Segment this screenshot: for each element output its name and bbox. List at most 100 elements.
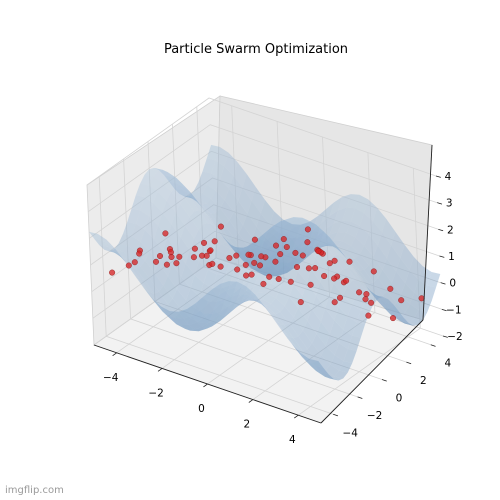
surface-patch <box>242 240 256 252</box>
z-tick-label: 2 <box>447 224 454 236</box>
surface-patch <box>303 224 318 232</box>
surface-patch <box>405 270 419 293</box>
surface-patch <box>400 312 415 323</box>
surface-patch <box>247 200 261 227</box>
surface-patch <box>172 289 187 310</box>
surface-patch <box>236 249 250 261</box>
surface-patch <box>320 308 335 334</box>
surface-patch <box>325 232 340 250</box>
surface-patch <box>229 212 243 234</box>
surface-patch <box>118 233 132 246</box>
surface-patch <box>180 225 195 251</box>
surface-patch <box>330 237 345 256</box>
z-tick <box>435 175 441 178</box>
surface-patch <box>289 217 303 220</box>
surface-patch <box>280 276 294 297</box>
surface-patch <box>176 237 190 264</box>
surface-patch <box>348 261 363 282</box>
y-tick <box>406 361 412 365</box>
surface-patch <box>387 307 401 318</box>
surface-patch <box>186 288 200 309</box>
surface-patch <box>89 231 103 241</box>
z-tick-label: 4 <box>445 171 452 183</box>
surface-patch <box>256 299 271 313</box>
surface-patch <box>158 212 172 238</box>
particle-point <box>191 245 198 252</box>
surface-patch <box>347 304 361 323</box>
surface-patch <box>282 331 297 351</box>
surface-patch <box>154 263 168 286</box>
surface-patch <box>232 301 246 309</box>
surface-patch <box>337 241 351 251</box>
surface-patch <box>396 317 410 324</box>
surface-patch <box>339 361 353 373</box>
x-tick <box>203 383 208 388</box>
surface-patch <box>311 295 326 322</box>
surface-patch <box>351 279 366 291</box>
surface-patch <box>154 167 168 173</box>
surface-patch <box>324 241 339 257</box>
z-tick <box>438 228 444 232</box>
surface-patch <box>104 249 118 254</box>
surface-patch <box>319 243 334 262</box>
surface-patch <box>364 234 378 257</box>
surface-patch <box>342 207 356 222</box>
surface-patch <box>297 349 312 364</box>
surface-patch <box>233 248 248 263</box>
surface-patch <box>115 249 130 268</box>
surface-patch <box>228 300 242 314</box>
particle-point <box>243 272 250 279</box>
surface-patch <box>167 316 182 326</box>
surface-patch <box>367 288 382 306</box>
particle-point <box>326 260 333 267</box>
surface-patch <box>215 208 230 225</box>
surface-patch <box>409 256 423 280</box>
surface-patch <box>283 331 298 350</box>
surface-patch <box>312 333 326 356</box>
particle-point <box>280 236 287 243</box>
surface-patch <box>267 221 281 233</box>
surface-patch <box>333 232 347 241</box>
surface-patch <box>228 281 243 289</box>
surface-patch <box>270 312 285 326</box>
surface-patch <box>140 229 154 252</box>
surface-patch <box>220 307 234 321</box>
surface-patch <box>302 349 317 364</box>
surface-patch <box>400 283 415 304</box>
surface-patch <box>292 235 305 252</box>
surface-patch <box>131 223 145 242</box>
surface-patch <box>313 209 326 230</box>
surface-patch <box>269 211 284 233</box>
surface-patch <box>296 222 309 239</box>
surface-patch <box>326 236 341 252</box>
surface-patch <box>256 213 270 238</box>
surface-patch <box>202 321 216 329</box>
particle-point <box>163 261 170 268</box>
surface-patch <box>414 309 428 321</box>
particle-point <box>315 248 322 255</box>
surface-patch <box>205 211 220 226</box>
grid-line-z <box>86 97 437 186</box>
x-tick <box>248 399 254 403</box>
surface-patch <box>143 287 158 305</box>
surface-patch <box>264 305 279 326</box>
surface-patch <box>342 267 357 282</box>
z-axis-line <box>422 144 433 321</box>
surface-patch <box>140 260 155 279</box>
y-tick-label: −4 <box>342 427 358 439</box>
surface-patch <box>210 213 225 226</box>
surface-patch <box>208 287 222 302</box>
surface-patch <box>206 144 220 161</box>
surface-patch <box>162 177 176 192</box>
surface-patch <box>251 268 266 276</box>
particle-point <box>275 276 282 283</box>
particle-point <box>321 273 328 280</box>
surface-patch <box>376 300 391 315</box>
surface-patch <box>292 345 307 362</box>
z-tick <box>441 308 447 312</box>
surface-patch <box>220 166 234 189</box>
surface-patch <box>375 296 390 309</box>
surface-patch <box>325 364 340 377</box>
particle-point <box>337 294 344 301</box>
